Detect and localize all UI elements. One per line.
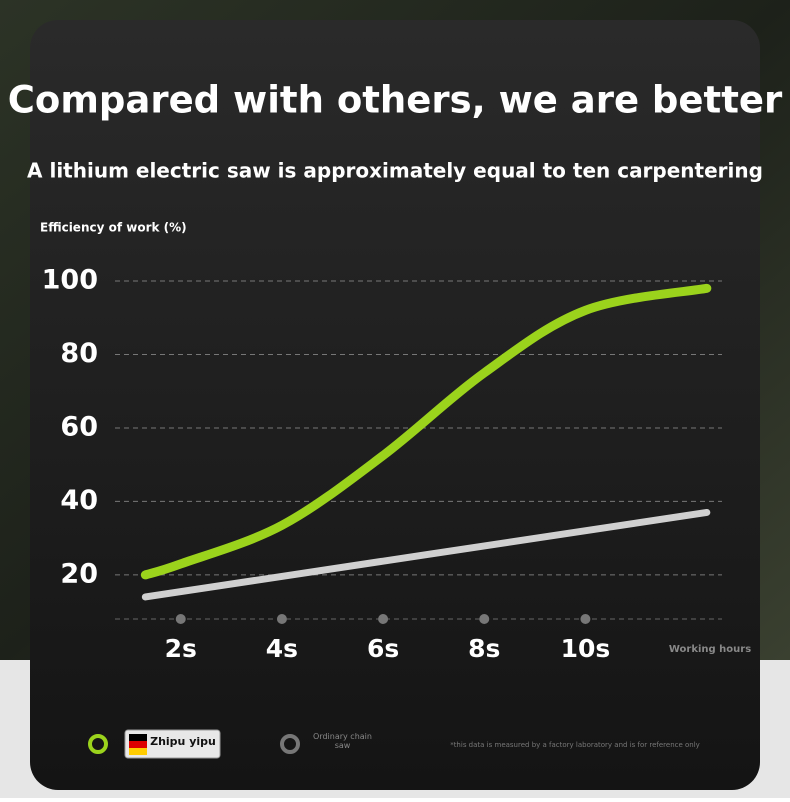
x-tick-label: 8s <box>468 634 500 663</box>
y-tick-label: 20 <box>60 558 98 589</box>
y-tick-label: 80 <box>60 338 98 369</box>
x-tick-label: 10s <box>561 634 611 663</box>
legend-label: Ordinary chain saw <box>313 732 372 750</box>
flag <box>129 748 147 755</box>
x-tick-label: 6s <box>367 634 399 663</box>
footnote: *this data is measured by a factory labo… <box>450 741 700 749</box>
y-tick-label: 100 <box>42 265 98 296</box>
x-tick-mark <box>378 614 389 624</box>
legend-label: Zhipu yipu <box>150 735 216 748</box>
x-tick-mark <box>276 614 287 624</box>
legend-label-box: Ordinary chain saw <box>313 732 372 750</box>
title: Compared with others, we are better <box>8 79 783 122</box>
y-tick-label: 60 <box>60 411 98 442</box>
legend-badge <box>124 729 221 759</box>
legend: Zhipu yipu Ordinary chain saw *this data… <box>88 729 700 759</box>
series-line <box>140 283 712 580</box>
x-tick-mark <box>580 614 591 624</box>
x-axis-label: Working hours <box>669 644 751 655</box>
x-tick-label: 4s <box>266 634 298 663</box>
y-tick-label: 40 <box>60 485 98 516</box>
x-tick-mark <box>175 614 186 624</box>
x-tick-label: 2s <box>165 634 197 663</box>
flag <box>129 734 147 741</box>
legend-marker <box>280 734 300 754</box>
y-axis-label: Efficiency of work (%) <box>40 221 187 235</box>
subtitle: A lithium electric saw is approximately … <box>27 159 763 183</box>
card <box>30 20 760 790</box>
legend-marker <box>88 734 108 754</box>
flag <box>129 741 147 748</box>
series-line <box>141 508 711 601</box>
x-tick-mark <box>479 614 490 624</box>
